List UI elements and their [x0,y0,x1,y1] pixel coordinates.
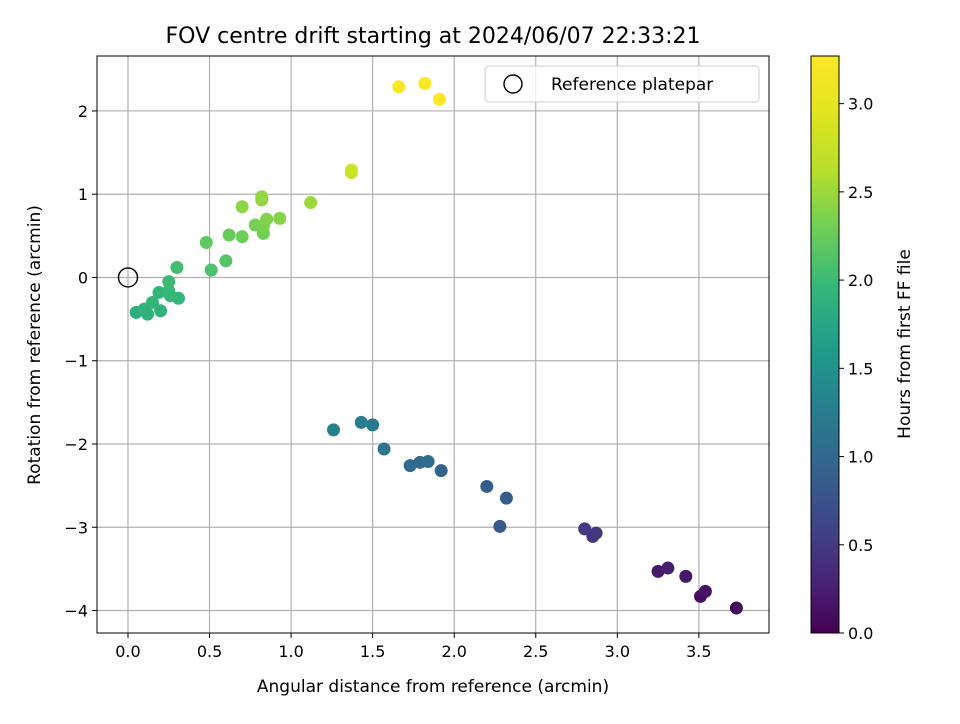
data-point [403,459,417,473]
data-point [344,163,358,177]
y-axis-ticks: 2 1 0 −1 −2 −3 −4 [64,102,97,621]
y-axis-label: Rotation from reference (arcmin) [25,205,45,485]
x-tick-label: 2.5 [523,642,548,661]
data-point [589,526,603,540]
colorbar-tick-label: 2.5 [848,183,873,202]
chart-title: FOV centre drift starting at 2024/06/07 … [166,24,701,49]
data-point [480,479,494,493]
data-point [661,561,675,575]
x-tick-label: 1.5 [360,642,385,661]
x-axis-ticks: 0.0 0.5 1.0 1.5 2.0 2.5 3.0 3.5 [115,633,712,661]
data-point [698,584,712,598]
colorbar-tick-label: 3.0 [848,95,873,114]
data-point [219,254,233,268]
data-point [493,519,507,533]
plot-frame [96,55,770,634]
data-point [578,522,592,536]
data-point [222,228,236,242]
data-point [377,442,391,456]
data-point [152,285,166,299]
y-tick-label: −2 [64,435,88,454]
y-tick-label: 2 [78,102,88,121]
y-tick-label: 1 [78,185,88,204]
data-point [273,211,287,225]
data-point [199,236,213,250]
data-point [499,491,513,505]
legend-entry-reference: Reference platepar [551,75,713,95]
reference-platepar-marker [117,267,139,288]
data-point [651,564,665,578]
colorbar-label: Hours from first FF file [895,249,915,439]
colorbar-tick-label: 1.5 [848,359,873,378]
y-tick-label: 0 [78,268,88,287]
data-point [433,92,447,106]
data-point [235,200,249,214]
x-tick-label: 3.0 [605,642,630,661]
x-axis-label: Angular distance from reference (arcmin) [257,677,609,697]
grid-lines [97,56,769,633]
legend-box [484,65,760,103]
legend-marker-reference [503,74,523,94]
data-point [421,454,435,468]
data-point [260,212,274,226]
colorbar-ticks: 0.0 0.5 1.0 1.5 2.0 2.5 3.0 [839,95,873,643]
data-point [434,464,448,478]
data-point [145,295,159,309]
data-point [327,423,341,437]
data-point [418,76,432,90]
colorbar-tick-label: 1.0 [848,448,873,467]
x-tick-label: 0.5 [197,642,222,661]
y-tick-label: −3 [64,518,88,537]
data-point [729,601,743,615]
data-point [235,230,249,244]
colorbar-gradient [810,55,840,634]
colorbar-tick-label: 0.0 [848,624,873,643]
y-tick-label: −1 [64,352,88,371]
colorbar: 0.0 0.5 1.0 1.5 2.0 2.5 3.0 Hours from first F… [810,55,915,643]
data-point [366,418,380,432]
colorbar-tick-label: 2.0 [848,271,873,290]
data-point [255,190,269,204]
data-point [304,196,318,210]
data-point [354,415,368,429]
legend: Reference platepar [484,65,760,103]
data-point [679,569,693,583]
data-point [154,304,168,318]
y-tick-label: −4 [64,602,88,621]
x-tick-label: 0.0 [115,642,140,661]
data-point [170,260,184,274]
data-point [392,80,406,94]
colorbar-tick-label: 0.5 [848,536,873,555]
x-tick-label: 1.0 [278,642,303,661]
data-point [163,289,177,303]
x-tick-label: 2.0 [441,642,466,661]
data-points [117,76,743,615]
data-point [204,263,218,277]
x-tick-label: 3.5 [686,642,711,661]
data-point [162,275,176,289]
